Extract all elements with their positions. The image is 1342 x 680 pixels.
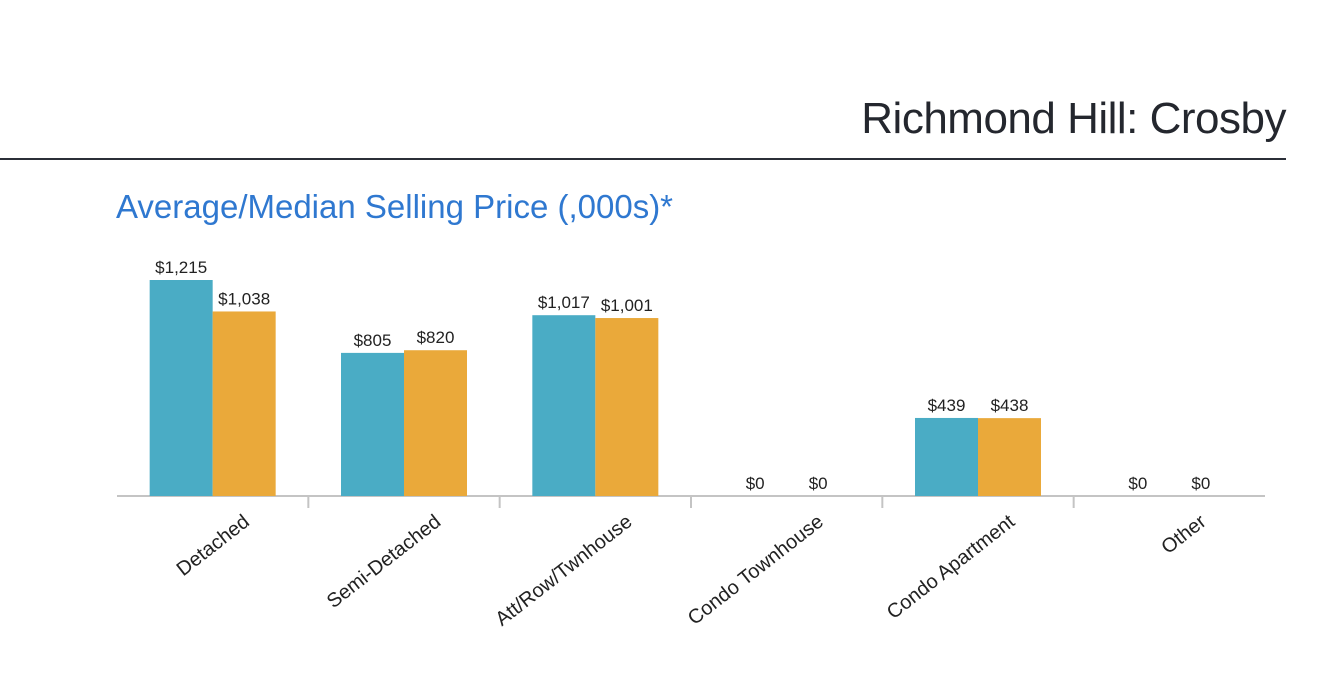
x-tick-label: Att/Row/Twnhouse bbox=[491, 511, 636, 631]
data-label: $438 bbox=[991, 396, 1029, 415]
page-header: Richmond Hill: Crosby bbox=[0, 88, 1286, 160]
x-tick-label: Detached bbox=[173, 511, 254, 581]
data-label: $0 bbox=[809, 474, 828, 493]
bar-series-2-condo-apartment bbox=[978, 418, 1041, 496]
bar-series-2-att-row-twnhouse bbox=[595, 318, 659, 496]
data-label: $439 bbox=[928, 396, 966, 415]
bar-series-2-semi-detached bbox=[404, 350, 467, 496]
x-tick-label: Condo Townhouse bbox=[684, 511, 828, 630]
data-label: $1,017 bbox=[538, 293, 590, 312]
data-label: $820 bbox=[417, 328, 455, 347]
data-label: $0 bbox=[1128, 474, 1147, 493]
bar-series-1-semi-detached bbox=[341, 352, 404, 496]
data-label: $805 bbox=[354, 331, 392, 350]
bar-series-1-condo-apartment bbox=[915, 417, 978, 496]
x-tick-label: Other bbox=[1157, 510, 1210, 558]
data-label: $1,038 bbox=[218, 289, 270, 308]
data-label: $0 bbox=[746, 474, 765, 493]
data-label: $1,001 bbox=[601, 296, 653, 315]
data-label: $1,215 bbox=[155, 258, 207, 277]
bar-series-1-att-row-twnhouse bbox=[532, 315, 596, 496]
bar-series-2-detached bbox=[212, 311, 276, 496]
data-label: $0 bbox=[1191, 474, 1210, 493]
x-tick-label: Condo Apartment bbox=[883, 510, 1020, 623]
bar-series-1-detached bbox=[149, 280, 213, 496]
chart-title: Average/Median Selling Price (,000s)* bbox=[116, 188, 674, 225]
page-title: Richmond Hill: Crosby bbox=[861, 94, 1286, 143]
x-tick-label: Semi-Detached bbox=[323, 511, 445, 613]
